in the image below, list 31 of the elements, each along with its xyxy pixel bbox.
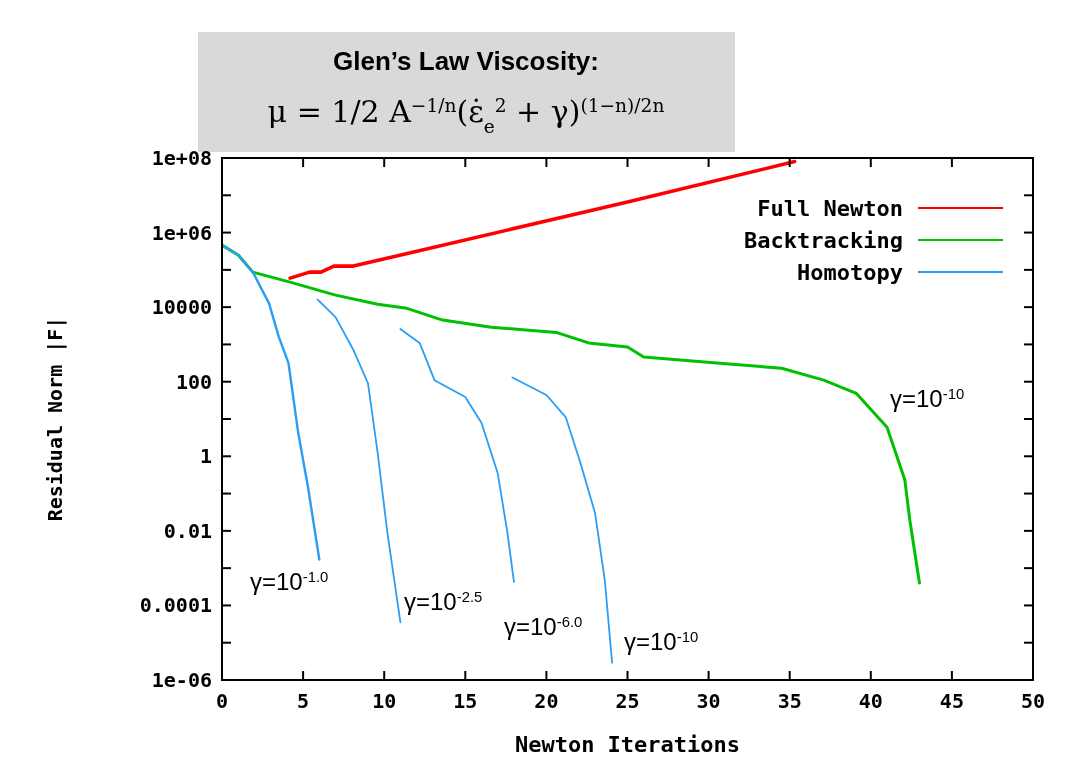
line-series: [222, 243, 321, 561]
annotation: γ=10$^{-10}$: [890, 385, 965, 412]
y-tick-label: 10000: [151, 295, 212, 320]
x-tick-label: 40: [858, 689, 883, 713]
annotation: γ=10$^{-1.0}$: [250, 568, 329, 595]
legend-label: Full Newton: [757, 196, 903, 221]
legend-label: Homotopy: [797, 260, 903, 285]
x-tick-label: 10: [372, 689, 397, 713]
x-tick-label: 0: [215, 689, 229, 713]
y-tick-label: 100: [175, 369, 212, 394]
annotation: γ=10$^{-6.0}$: [504, 613, 583, 640]
x-axis-title: Newton Iterations: [514, 732, 741, 757]
x-tick-label: 30: [696, 689, 721, 713]
y-tick-label: 0.0001: [139, 593, 212, 618]
annotation: γ=10$^{-2.5}$: [404, 588, 483, 615]
x-tick-label: 15: [453, 689, 478, 713]
x-tick-label: 50: [1020, 689, 1046, 713]
y-tick-label: 1e-06: [151, 668, 212, 692]
legend-label: Backtracking: [744, 228, 903, 253]
x-tick-label: 45: [939, 689, 964, 713]
x-tick-label: 20: [534, 689, 559, 713]
line-series: [399, 328, 515, 583]
formula-box: Glen’s Law Viscosity: μ = 1/2 A$^{−1/n}$(ε̇$_{e}$$^{2}$ + γ)$^{(1−n)/2n}$: [198, 32, 735, 152]
y-tick-label: 0.01: [163, 518, 212, 543]
x-tick-label: 25: [615, 689, 640, 713]
x-tick-label: 35: [777, 689, 802, 713]
y-tick-label: 1e+06: [151, 220, 212, 245]
x-tick-label: 5: [297, 689, 310, 713]
y-tick-label: 1: [199, 444, 212, 469]
y-axis-title: Residual Norm |F|: [43, 316, 67, 522]
annotation: γ=10$^{-10}$: [624, 628, 699, 655]
